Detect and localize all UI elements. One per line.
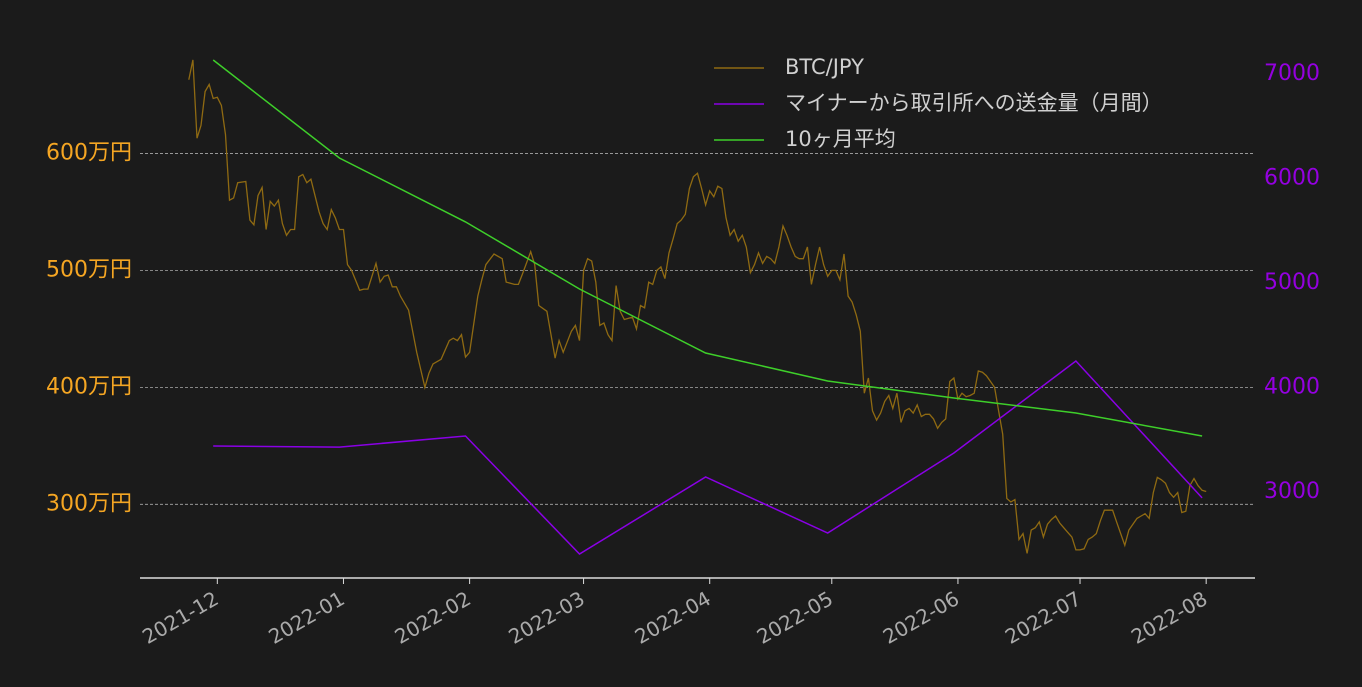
- x-tick-label: 2022-07: [1001, 586, 1085, 649]
- legend-label: マイナーから取引所への送金量（月間）: [785, 91, 1163, 115]
- x-tick-label: 2022-08: [1127, 586, 1211, 649]
- y2-tick-label: 4000: [1264, 374, 1320, 399]
- y2-tick-label: 5000: [1264, 270, 1320, 295]
- x-tick-label: 2022-06: [879, 586, 963, 649]
- x-tick-label: 2022-03: [504, 586, 588, 649]
- y-tick-label: 600万円: [46, 140, 132, 165]
- legend-label: BTC/JPY: [785, 55, 864, 79]
- series-line: [213, 359, 1203, 555]
- series-line: [212, 59, 1203, 437]
- legend-label: 10ヶ月平均: [785, 127, 896, 151]
- y-tick-label: 300万円: [46, 491, 132, 516]
- y-tick-label: 500万円: [46, 257, 132, 282]
- x-tick-label: 2021-12: [138, 586, 222, 649]
- y2-tick-label: 3000: [1264, 479, 1320, 504]
- y2-tick-label: 6000: [1264, 165, 1320, 190]
- x-tick-label: 2022-01: [264, 586, 348, 649]
- x-tick-label: 2022-02: [390, 586, 474, 649]
- series-line: [188, 59, 1207, 554]
- x-tick-label: 2022-04: [631, 586, 715, 649]
- x-tick-label: 2022-05: [753, 586, 837, 649]
- y2-tick-label: 7000: [1264, 61, 1320, 86]
- y-tick-label: 400万円: [46, 374, 132, 399]
